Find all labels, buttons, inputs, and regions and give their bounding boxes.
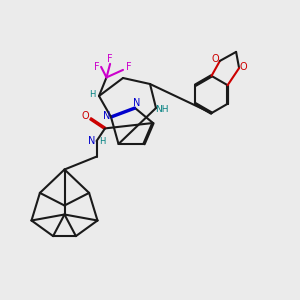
Text: N: N — [133, 98, 140, 109]
Text: O: O — [212, 53, 219, 64]
Text: NH: NH — [155, 105, 169, 114]
Text: N: N — [103, 110, 110, 121]
Text: F: F — [107, 54, 113, 64]
Text: F: F — [94, 62, 99, 72]
Text: H: H — [99, 136, 105, 146]
Text: O: O — [240, 61, 248, 72]
Text: F: F — [126, 62, 131, 73]
Text: N: N — [88, 136, 95, 146]
Text: H: H — [89, 90, 96, 99]
Text: O: O — [81, 111, 89, 121]
